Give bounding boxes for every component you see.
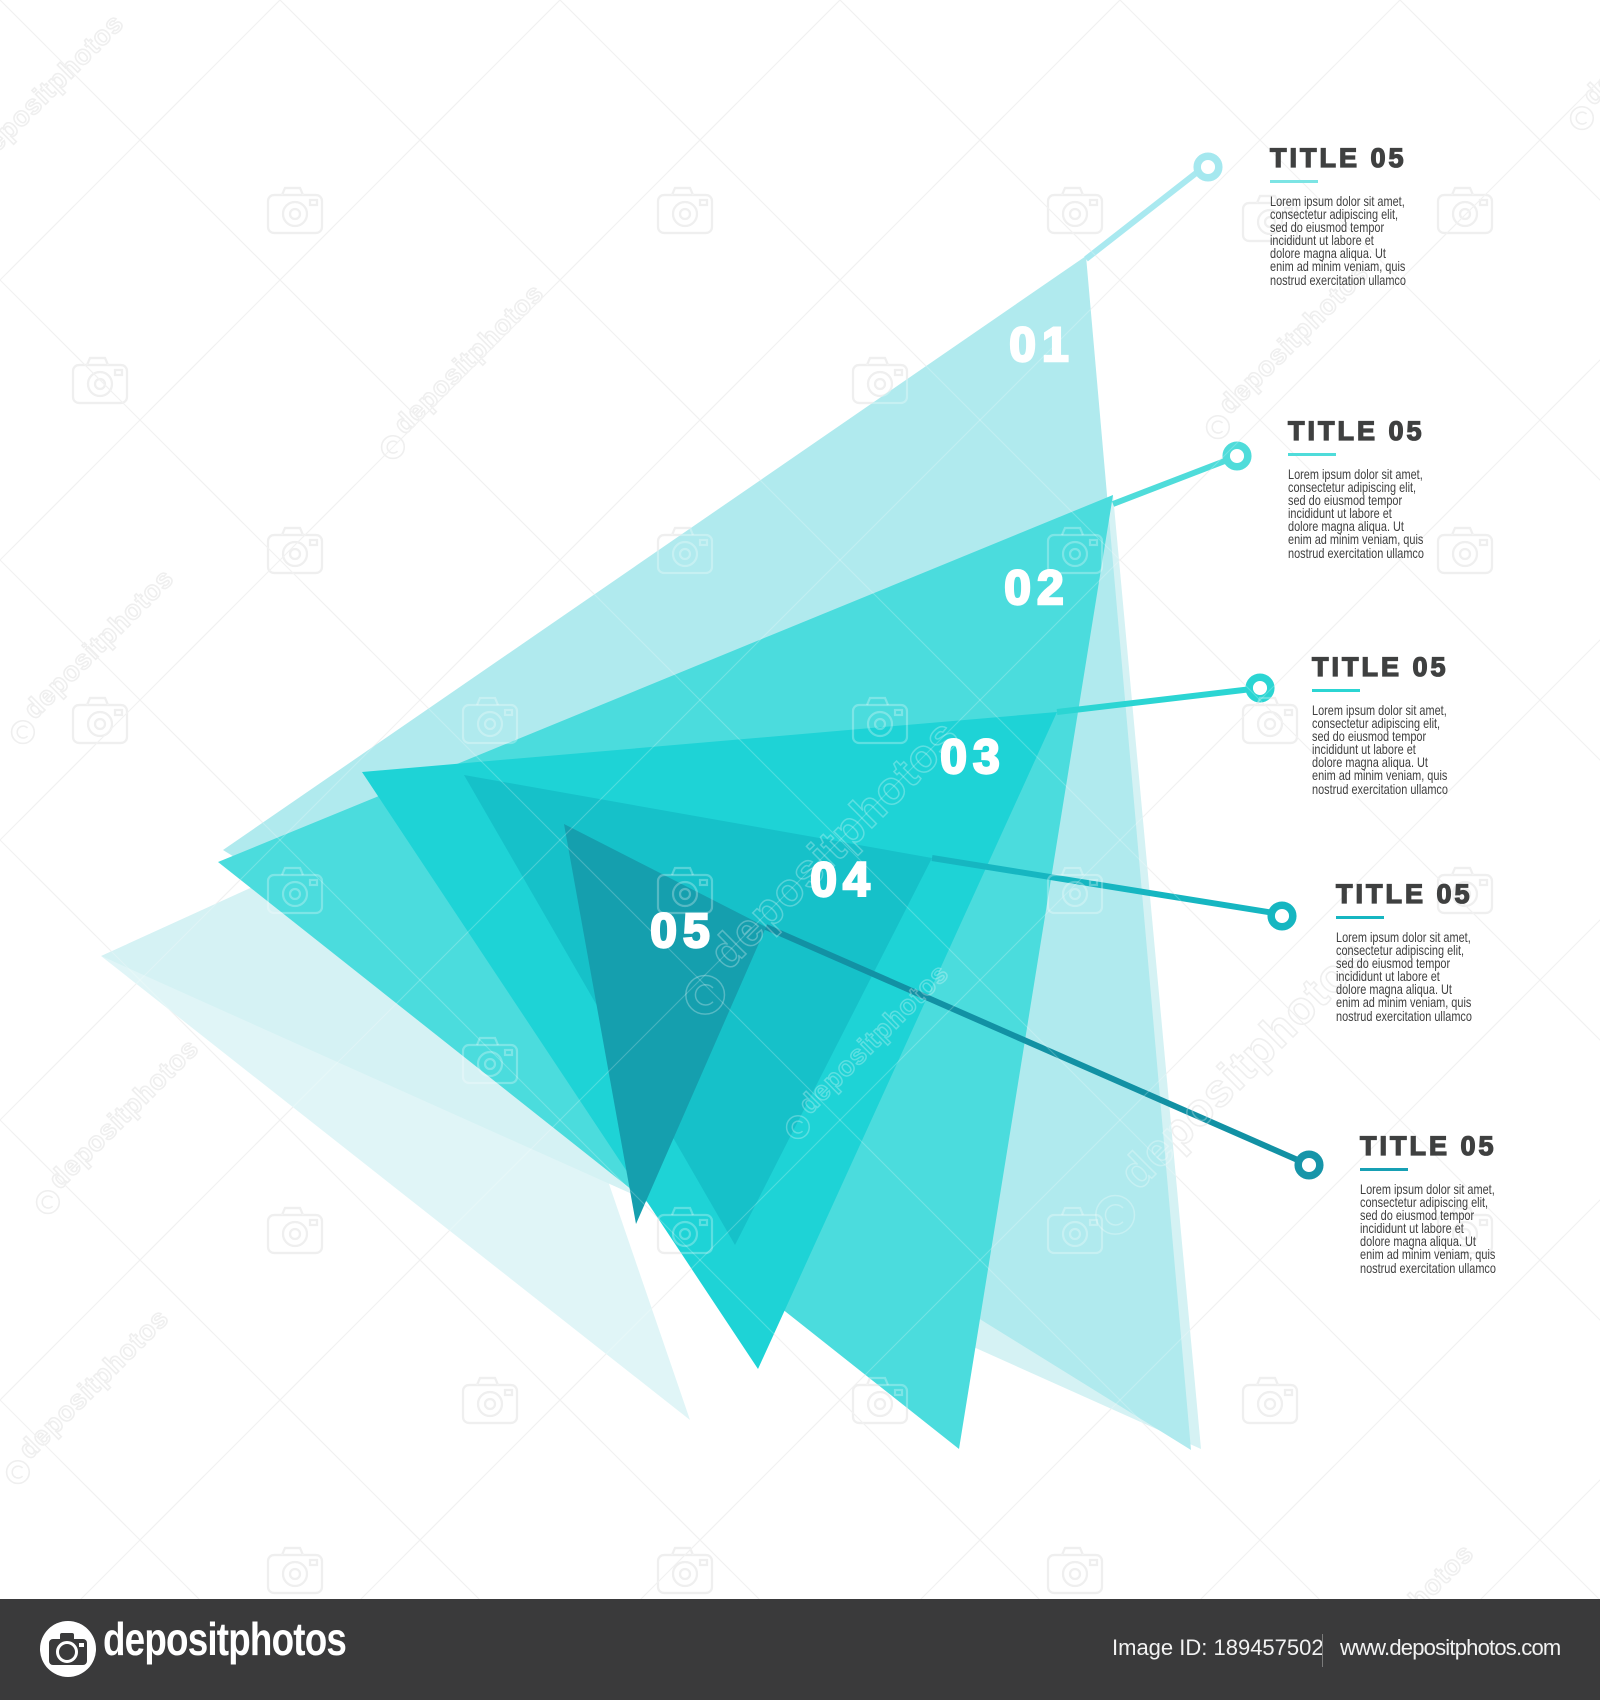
svg-text:depositphotos: depositphotos [388,278,550,440]
svg-text:depositphotos: depositphotos [1577,0,1600,111]
svg-text:01: 01 [1009,319,1074,372]
svg-text:depositphotos: depositphotos [699,709,969,979]
svg-text:depositphotos: depositphotos [793,958,955,1120]
svg-text:depositphotos: depositphotos [13,1303,175,1465]
svg-text:depositphotos: depositphotos [0,8,130,170]
svg-text:03: 03 [940,731,1005,784]
svg-text:05: 05 [650,905,715,958]
svg-text:04: 04 [810,854,875,907]
svg-text:depositphotos: depositphotos [43,1033,205,1195]
svg-text:02: 02 [1004,562,1069,615]
svg-text:depositphotos: depositphotos [18,563,180,725]
